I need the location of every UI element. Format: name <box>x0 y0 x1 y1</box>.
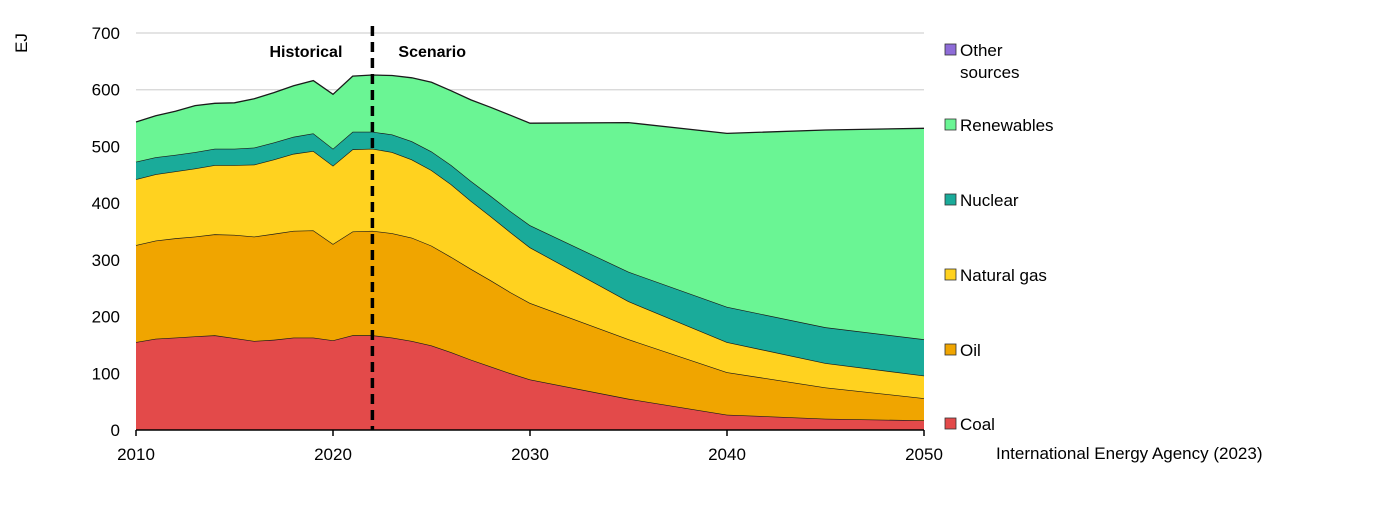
x-tick-label: 2020 <box>314 445 352 464</box>
legend-swatch-other-sources <box>944 43 957 56</box>
legend-swatch-renewables <box>944 118 957 131</box>
legend-label-renewables: Renewables <box>960 116 1054 135</box>
y-tick-label: 0 <box>111 421 120 440</box>
y-tick-label: 300 <box>92 251 120 270</box>
source-note: International Energy Agency (2023) <box>996 444 1263 463</box>
y-tick-label: 100 <box>92 364 120 383</box>
legend-swatch-oil <box>944 343 957 356</box>
area-nuclear <box>136 131 924 376</box>
legend-swatch-natural-gas <box>944 268 957 281</box>
y-tick-label: 400 <box>92 194 120 213</box>
area-layers <box>135 74 925 430</box>
x-tick-label: 2040 <box>708 445 746 464</box>
area-renewables <box>136 75 924 340</box>
legend-label-natural-gas: Natural gas <box>960 266 1047 285</box>
y-axis-label: EJ <box>12 33 31 53</box>
y-tick-label: 200 <box>92 308 120 327</box>
axes: 0 100 200 300 400 500 600 700 2010 2020 2030 2040 20… <box>92 24 943 464</box>
y-tick-label: 500 <box>92 137 120 156</box>
area-oil <box>136 230 924 421</box>
historical-label: Historical <box>269 44 342 61</box>
x-tick-label: 2010 <box>117 445 155 464</box>
legend-swatch-nuclear <box>944 193 957 206</box>
x-tick-label: 2050 <box>905 445 943 464</box>
legend-label-coal: Coal <box>960 415 995 434</box>
scenario-label: Scenario <box>398 44 466 61</box>
legend: Other sources Renewables Nuclear Natural gas… <box>944 41 1054 434</box>
legend-label-other-sources: Other sources <box>960 41 1020 82</box>
x-tick-label: 2030 <box>511 445 549 464</box>
legend-label-oil: Oil <box>960 341 981 360</box>
y-tick-label: 600 <box>92 81 120 100</box>
legend-swatch-coal <box>944 417 957 430</box>
y-tick-label: 700 <box>92 24 120 43</box>
legend-label-nuclear: Nuclear <box>960 191 1019 210</box>
area-natural-gas <box>136 148 924 399</box>
area-coal <box>136 335 924 430</box>
